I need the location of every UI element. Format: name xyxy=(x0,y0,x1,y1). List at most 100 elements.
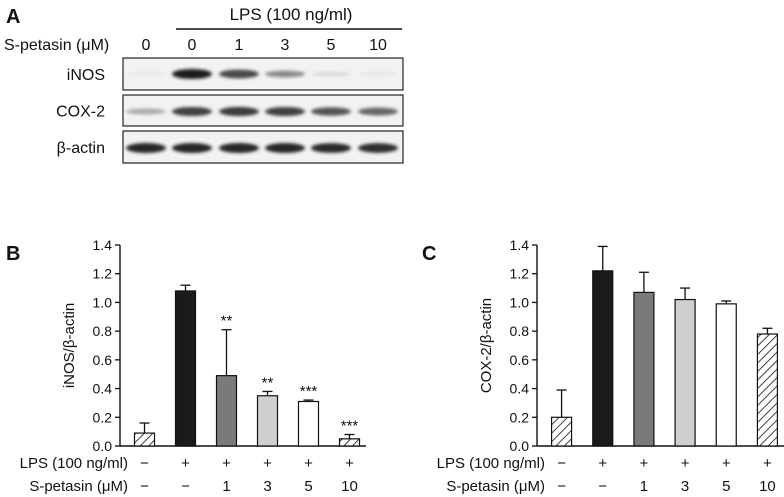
bar xyxy=(592,270,614,447)
blot-band xyxy=(219,106,259,117)
significance-label: *** xyxy=(341,418,359,435)
blot-band xyxy=(126,108,166,115)
lps-row-label: LPS (100 ng/ml) xyxy=(20,455,128,472)
bar xyxy=(756,333,779,447)
lps-cell: + xyxy=(181,455,190,472)
dose-label: 3 xyxy=(281,37,290,54)
dose-cell: 3 xyxy=(263,478,271,495)
y-axis-title: iNOS/β-actin xyxy=(61,303,78,388)
y-tick-label: 1.4 xyxy=(510,237,530,253)
dose-row-label: S-petasin (μM) xyxy=(29,478,128,495)
y-tick-label: 0.0 xyxy=(510,438,530,454)
bar xyxy=(297,400,320,447)
blot-band xyxy=(126,71,166,77)
blot-band xyxy=(172,106,212,117)
dose-cell: 1 xyxy=(640,478,648,495)
lps-cell: + xyxy=(598,455,607,472)
dose-cell: − xyxy=(557,478,566,495)
blot-band xyxy=(311,143,351,153)
bar xyxy=(174,290,197,447)
y-tick-label: 0.4 xyxy=(510,381,530,397)
blot-label: COX-2 xyxy=(56,104,105,121)
y-tick-label: 1.0 xyxy=(510,294,530,310)
panel-b-label: B xyxy=(6,243,20,265)
dose-label: 1 xyxy=(235,37,244,54)
y-tick-label: 0.4 xyxy=(93,381,113,397)
dose-label: 0 xyxy=(188,37,197,54)
blot-band xyxy=(265,106,305,117)
bar xyxy=(133,432,156,447)
dose-row-label: S-petasin (μM) xyxy=(446,478,545,495)
bar xyxy=(633,291,655,447)
blot-band xyxy=(126,143,166,153)
blot-frame xyxy=(122,130,404,164)
blot-label: β-actin xyxy=(57,140,105,157)
blot-band xyxy=(219,143,259,153)
dose-cell: − xyxy=(598,478,607,495)
dose-cell: 10 xyxy=(759,478,776,495)
s-petasin-row-label: S-petasin (μM) xyxy=(4,37,109,54)
y-tick-label: 1.4 xyxy=(93,237,113,253)
lps-cell: + xyxy=(763,455,772,472)
lps-row-label: LPS (100 ng/ml) xyxy=(437,455,545,472)
dose-label: 10 xyxy=(369,37,387,54)
y-tick-label: 0.2 xyxy=(510,409,530,425)
bar xyxy=(338,438,361,447)
y-tick-label: 0.6 xyxy=(93,352,113,368)
bar xyxy=(215,375,238,447)
bar xyxy=(256,395,279,447)
y-tick-label: 1.2 xyxy=(510,266,530,282)
dose-cell: 10 xyxy=(341,478,358,495)
lps-cell: + xyxy=(640,455,649,472)
lps-cell: + xyxy=(722,455,731,472)
bar xyxy=(550,416,573,447)
dose-cell: 3 xyxy=(681,478,689,495)
blot-band xyxy=(265,70,305,78)
lps-cell: − xyxy=(140,455,149,472)
chart-inos: 0.0 0.2 0.4 0.6 0.8 1.0 1.2 1.4 iNOS/β-actin − − + −… xyxy=(20,237,366,495)
y-axis-title: COX-2/β-actin xyxy=(478,298,495,393)
blot-frame xyxy=(122,94,404,127)
bar xyxy=(715,303,737,447)
significance-label: ** xyxy=(262,374,274,391)
lps-cell: − xyxy=(557,455,566,472)
dose-cell: − xyxy=(140,478,149,495)
blot-label: iNOS xyxy=(67,67,105,84)
bar xyxy=(674,298,696,447)
dose-cell: 5 xyxy=(722,478,730,495)
y-tick-label: 0.8 xyxy=(93,323,113,339)
y-tick-label: 0.2 xyxy=(93,409,113,425)
blot-band xyxy=(265,143,305,153)
lps-cell: + xyxy=(681,455,690,472)
blot-frame xyxy=(122,57,404,91)
blot-band xyxy=(219,69,259,79)
dose-label: 5 xyxy=(327,37,336,54)
panel-c-label: C xyxy=(422,243,436,265)
chart-cox2: 0.0 0.2 0.4 0.6 0.8 1.0 1.2 1.4 COX-2/β-actin − − +… xyxy=(437,237,784,495)
y-tick-label: 0.8 xyxy=(510,323,530,339)
dose-cell: 5 xyxy=(304,478,312,495)
blot-band xyxy=(358,107,398,116)
dose-cell: − xyxy=(181,478,190,495)
lps-cell: + xyxy=(222,455,231,472)
lps-cell: + xyxy=(263,455,272,472)
lps-cell: + xyxy=(304,455,313,472)
y-tick-label: 1.2 xyxy=(93,266,113,282)
blot-band xyxy=(311,107,351,116)
dose-label: 0 xyxy=(142,37,151,54)
dose-cell: 1 xyxy=(222,478,230,495)
lps-cell: + xyxy=(345,455,354,472)
dose-labels: 0 0 1 3 5 10 xyxy=(142,37,387,54)
blot-band xyxy=(172,143,212,153)
blot-band xyxy=(172,68,212,80)
lps-header: LPS (100 ng/ml) xyxy=(230,5,353,24)
blot-band xyxy=(311,71,351,77)
blot-band xyxy=(358,71,398,77)
western-blots: iNOS COX-2 β-actin xyxy=(56,57,404,164)
panel-a-label: A xyxy=(6,6,20,28)
significance-label: *** xyxy=(300,383,318,400)
blot-band xyxy=(358,143,398,153)
y-tick-label: 0.0 xyxy=(93,438,113,454)
y-tick-label: 0.6 xyxy=(510,352,530,368)
